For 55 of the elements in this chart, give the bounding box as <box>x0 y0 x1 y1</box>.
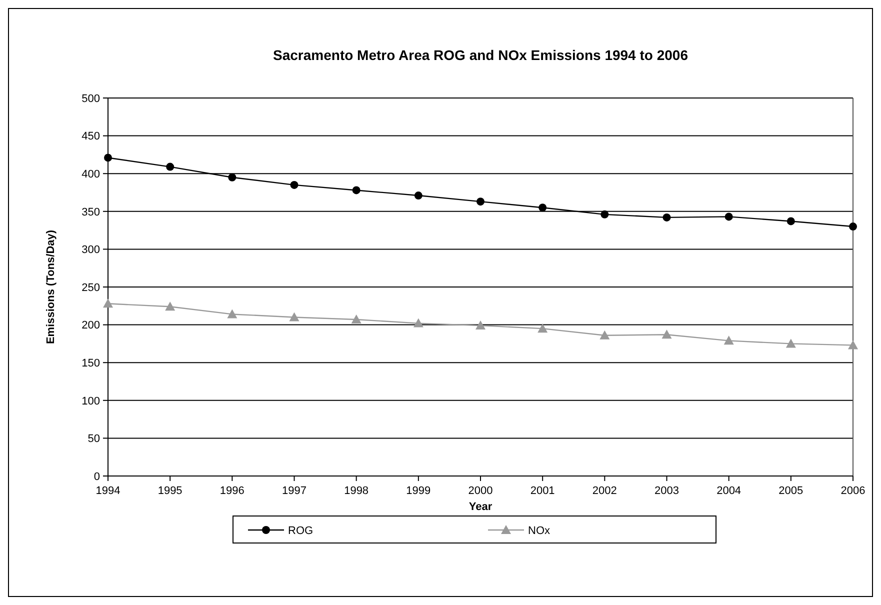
chart-title: Sacramento Metro Area ROG and NOx Emissions 1994 to 2006 <box>273 47 688 63</box>
point <box>724 336 734 345</box>
y-tick-label: 100 <box>82 395 100 408</box>
point <box>538 204 547 212</box>
y-tick-label: 400 <box>82 168 100 180</box>
y-tick-label: 50 <box>88 433 100 446</box>
point <box>848 340 858 350</box>
y-tick-label: 250 <box>82 282 100 294</box>
y-tick-label: 300 <box>82 244 100 256</box>
point <box>289 312 300 322</box>
point <box>849 222 857 231</box>
point <box>786 217 795 226</box>
point <box>476 320 486 330</box>
point <box>290 180 298 189</box>
point <box>227 309 238 318</box>
x-tick-label: 1997 <box>282 485 306 497</box>
point <box>352 186 360 194</box>
x-tick-label: 2000 <box>468 485 493 497</box>
point <box>165 302 176 311</box>
y-tick-label: 200 <box>82 320 100 332</box>
x-tick-label: 2002 <box>592 485 617 497</box>
point <box>662 330 672 339</box>
legend-label: NOx <box>528 524 550 537</box>
x-tick-label: 1996 <box>220 485 244 497</box>
point <box>600 330 610 340</box>
legend-label: ROG <box>288 524 314 537</box>
point <box>600 210 609 218</box>
x-tick-label: 1999 <box>406 485 431 497</box>
point <box>724 212 733 221</box>
x-tick-label: 2003 <box>654 485 679 497</box>
point <box>413 318 424 328</box>
x-tick-label: 1998 <box>344 485 369 497</box>
x-tick-label: 1995 <box>158 485 182 497</box>
x-tick-label: 2004 <box>716 485 742 497</box>
point <box>104 154 112 162</box>
y-axis-title: Emissions (Tons/Day) <box>45 230 57 344</box>
y-tick-label: 450 <box>82 130 100 143</box>
x-tick-label: 2005 <box>778 485 804 497</box>
x-axis-title: Year <box>468 501 493 513</box>
point <box>786 338 796 348</box>
y-tick-label: 500 <box>82 92 100 105</box>
y-tick-label: 350 <box>82 206 100 218</box>
point <box>228 173 236 182</box>
y-tick-label: 0 <box>94 470 100 483</box>
point <box>166 162 174 171</box>
x-tick-label: 2001 <box>530 485 555 497</box>
point <box>414 192 422 200</box>
point <box>538 324 548 333</box>
point <box>476 198 484 206</box>
point <box>351 314 362 324</box>
y-tick-label: 150 <box>82 357 100 370</box>
x-tick-label: 2006 <box>840 485 866 497</box>
x-tick-label: 1994 <box>96 485 120 497</box>
point <box>103 298 113 308</box>
point <box>662 213 671 222</box>
